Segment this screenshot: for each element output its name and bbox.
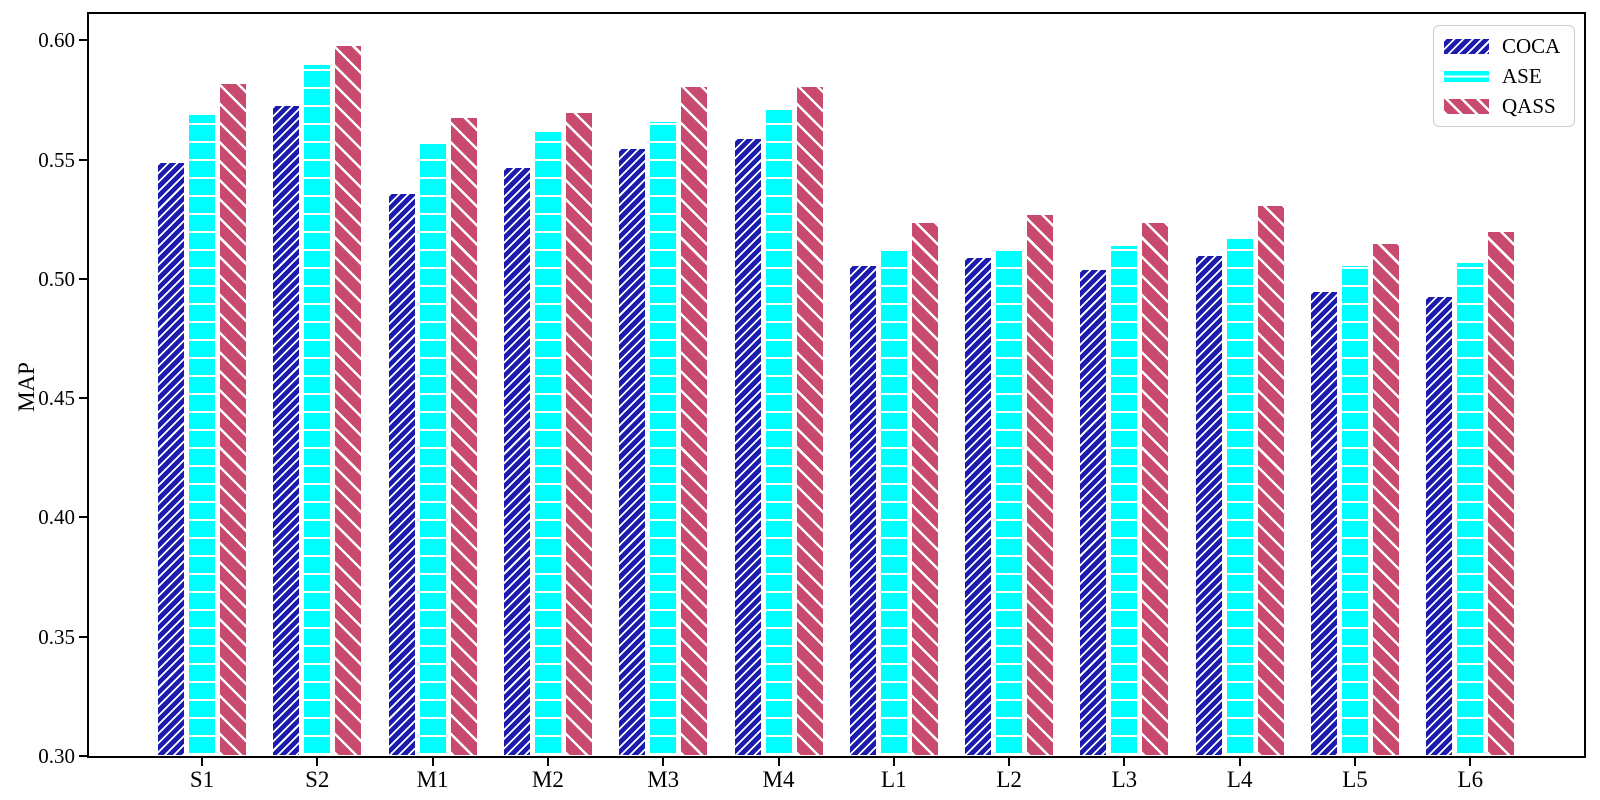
y-tick-mark (79, 755, 87, 757)
x-tick-label-m1: M1 (416, 767, 449, 792)
y-tick-label: 0.50 (38, 266, 75, 291)
bar-coca-l3 (1079, 269, 1108, 756)
bar-qass-m4 (795, 85, 824, 756)
x-tick-label-l5: L5 (1342, 767, 1368, 792)
bar-ase-l5 (1341, 264, 1369, 756)
bar-coca-m2 (502, 166, 531, 756)
x-tick-mark (662, 758, 665, 766)
legend-label: ASE (1502, 64, 1542, 88)
bar-ase-l2 (995, 247, 1024, 756)
x-tick-mark (1238, 758, 1241, 766)
bar-coca-m3 (618, 147, 647, 756)
x-tick-label-m3: M3 (647, 767, 680, 792)
legend-swatch-qass-icon (1444, 98, 1489, 114)
bar-qass-l6 (1487, 231, 1516, 756)
y-tick-mark (79, 158, 87, 161)
bar-coca-s2 (272, 104, 301, 756)
y-tick-mark (79, 516, 87, 519)
bar-qass-m1 (449, 116, 478, 756)
x-tick-label-l6: L6 (1457, 767, 1484, 792)
bars-layer (89, 14, 1584, 756)
legend-label: COCA (1502, 34, 1561, 58)
x-tick-mark (1123, 758, 1126, 766)
legend-swatch-ase-icon (1444, 68, 1489, 84)
legend-item-ase: ASE (1444, 65, 1564, 87)
bar-qass-s2 (334, 45, 363, 756)
bar-ase-m1 (418, 142, 447, 756)
bar-ase-s1 (188, 114, 216, 756)
x-tick-label-s1: S1 (189, 767, 215, 792)
bar-qass-l4 (1256, 204, 1285, 756)
y-tick-mark (79, 277, 87, 280)
x-tick-label-l2: L2 (996, 767, 1022, 792)
y-tick-label: 0.35 (38, 624, 75, 649)
x-tick-mark (546, 758, 549, 766)
bar-coca-m4 (733, 138, 762, 756)
x-tick-label-m4: M4 (762, 767, 795, 792)
bar-coca-l4 (1194, 254, 1223, 756)
bar-ase-l6 (1456, 262, 1485, 756)
x-tick-label-l3: L3 (1111, 767, 1138, 792)
bar-ase-m2 (533, 130, 562, 756)
bar-ase-m3 (649, 121, 678, 756)
bar-ase-l1 (879, 250, 908, 756)
bar-coca-l6 (1425, 295, 1454, 756)
y-tick-label: 0.60 (38, 28, 75, 53)
x-tick-label-l1: L1 (881, 767, 907, 792)
bar-ase-l4 (1225, 238, 1254, 756)
y-tick-label: 0.45 (38, 386, 75, 411)
x-tick-mark (1354, 758, 1356, 766)
legend-item-qass: QASS (1444, 95, 1564, 117)
bar-qass-l2 (1026, 214, 1055, 756)
plot-area (87, 12, 1586, 758)
y-tick-mark (79, 39, 87, 42)
bar-ase-m4 (764, 109, 793, 756)
y-tick-label: 0.30 (38, 744, 75, 768)
bar-ase-l3 (1110, 245, 1139, 756)
y-tick-label: 0.55 (38, 147, 75, 172)
bar-qass-m2 (564, 111, 593, 756)
bar-qass-l1 (910, 221, 939, 756)
x-tick-mark (201, 758, 203, 766)
legend-item-coca: COCA (1444, 35, 1564, 57)
bar-qass-m3 (680, 85, 709, 756)
bar-qass-l3 (1141, 221, 1170, 756)
x-tick-mark (1469, 758, 1472, 766)
x-tick-label-m2: M2 (531, 767, 564, 792)
legend-label: QASS (1502, 94, 1556, 118)
y-tick-mark (79, 635, 87, 638)
bar-qass-l5 (1372, 243, 1400, 756)
bar-coca-s1 (157, 161, 185, 756)
x-tick-mark (431, 758, 434, 766)
bar-coca-l5 (1310, 290, 1338, 756)
x-tick-mark (892, 758, 895, 766)
y-tick-mark (79, 397, 87, 400)
legend: COCA ASE QASS (1433, 25, 1575, 127)
bar-qass-s1 (219, 83, 247, 756)
x-tick-mark (316, 758, 319, 766)
x-tick-label-s2: S2 (305, 767, 330, 792)
bar-coca-l2 (964, 257, 993, 756)
y-tick-label: 0.40 (38, 505, 75, 530)
legend-swatch-coca-icon (1444, 38, 1489, 54)
bar-coca-m1 (387, 192, 416, 756)
x-tick-mark (1008, 758, 1011, 766)
bar-coca-l1 (848, 264, 877, 756)
bar-ase-s2 (303, 64, 332, 756)
x-tick-mark (777, 758, 780, 766)
x-tick-label-l4: L4 (1226, 767, 1253, 792)
